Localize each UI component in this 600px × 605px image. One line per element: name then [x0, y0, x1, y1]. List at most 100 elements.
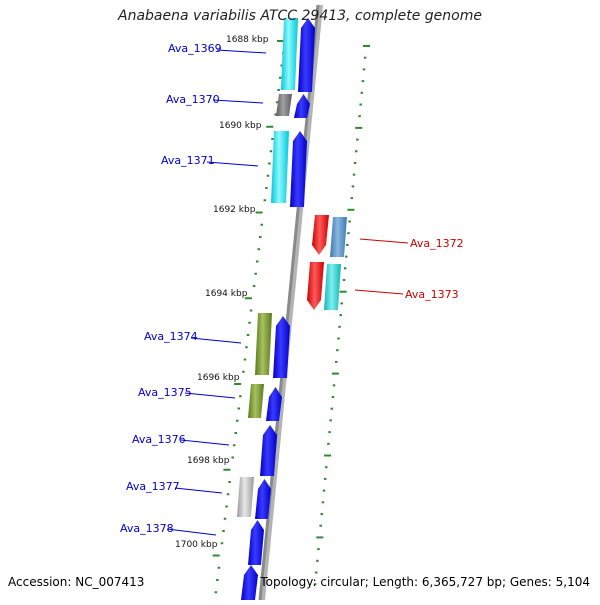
leader-line — [174, 487, 223, 494]
tick-mark — [242, 370, 245, 373]
tick-mark — [237, 407, 241, 410]
tick-mark — [359, 103, 362, 106]
tick-mark — [346, 243, 349, 246]
gene-ava-1377-arrow — [255, 479, 271, 519]
genome-title: Anabaena variabilis ATCC 29413, complete… — [118, 8, 482, 24]
accession-text: Accession: NC_007413 — [8, 575, 145, 589]
leader-line — [190, 337, 242, 344]
tick-mark — [223, 468, 231, 471]
tick-mark — [271, 138, 274, 140]
tick-mark — [212, 554, 220, 557]
tick-mark — [277, 89, 280, 91]
tick-mark — [231, 456, 234, 459]
tick-mark — [252, 285, 256, 287]
tick-mark — [254, 272, 257, 275]
gene-label-ava-1373[interactable]: Ava_1373 — [405, 288, 459, 301]
kbp-label: 1700 kbp — [175, 540, 218, 550]
tick-mark — [351, 185, 355, 188]
tick-mark — [245, 346, 248, 349]
tick-mark — [332, 384, 336, 387]
gene-ava-1375-arrow — [266, 387, 282, 421]
tick-mark — [277, 40, 284, 42]
gene-label-ava-1369[interactable]: Ava_1369 — [168, 42, 222, 55]
tick-mark — [228, 481, 231, 483]
leader-line — [359, 238, 409, 244]
tick-mark — [322, 489, 326, 492]
leader-line — [354, 289, 404, 295]
tick-mark — [266, 125, 274, 128]
gene-ava-1373-arrow — [307, 262, 324, 310]
tick-mark — [360, 91, 364, 94]
gene-ava-1377-cds — [237, 477, 254, 517]
tick-mark — [222, 530, 225, 532]
tick-mark — [348, 220, 351, 223]
tick-mark — [350, 197, 354, 200]
tick-mark — [353, 162, 357, 164]
gene-label-ava-1370[interactable]: Ava_1370 — [166, 93, 220, 106]
tick-mark — [244, 297, 252, 300]
tick-mark — [329, 419, 332, 422]
tick-mark — [331, 372, 339, 375]
gene-ava-1369-arrow — [298, 18, 315, 92]
tick-mark — [338, 325, 341, 328]
tick-mark — [327, 442, 330, 445]
gene-ava-1371-cds — [271, 131, 289, 203]
gene-label-ava-1375[interactable]: Ava_1375 — [138, 386, 192, 399]
tick-mark — [266, 174, 270, 177]
tick-mark — [260, 223, 264, 226]
tick-mark — [336, 349, 339, 352]
tick-mark — [246, 334, 250, 336]
gene-label-ava-1374[interactable]: Ava_1374 — [144, 330, 198, 343]
gene-ava-1376-arrow — [260, 425, 277, 476]
gene-ava-1370-arrow — [294, 94, 310, 118]
gene-ava-1372-arrow — [312, 215, 329, 255]
tick-mark — [232, 444, 236, 447]
tick-mark — [354, 150, 358, 153]
tick-mark — [324, 454, 332, 457]
leader-line — [212, 99, 264, 104]
tick-mark — [316, 559, 319, 562]
tick-mark — [317, 548, 320, 551]
gene-ava-1371-arrow — [290, 131, 307, 207]
tick-mark — [313, 583, 317, 586]
leader-line — [180, 439, 230, 446]
tick-mark — [265, 187, 268, 189]
gene-label-ava-1371[interactable]: Ava_1371 — [161, 154, 215, 167]
tick-mark — [344, 255, 348, 258]
genome-axis-shadow — [259, 4, 323, 601]
tick-mark — [248, 321, 251, 324]
tick-mark — [339, 290, 347, 293]
tick-mark — [334, 360, 338, 363]
tick-mark — [363, 56, 367, 59]
gene-label-ava-1376[interactable]: Ava_1376 — [132, 433, 186, 446]
tick-mark — [280, 64, 283, 67]
tick-mark — [343, 267, 347, 270]
tick-mark — [340, 302, 344, 305]
gene-ava-1373-cds — [324, 264, 341, 310]
gene-next-arrow — [241, 565, 258, 600]
gene-label-ava-1372[interactable]: Ava_1372 — [410, 237, 464, 250]
kbp-label: 1696 kbp — [197, 373, 240, 383]
gene-ava-1369-cds — [281, 18, 298, 90]
tick-mark — [330, 407, 334, 410]
tick-mark — [363, 45, 370, 47]
tick-mark — [358, 115, 361, 118]
kbp-label: 1698 kbp — [187, 456, 230, 466]
tick-mark — [339, 314, 342, 317]
tick-mark — [257, 248, 260, 251]
tick-mark — [217, 566, 221, 569]
tick-mark — [356, 138, 359, 141]
kbp-label: 1692 kbp — [213, 205, 256, 215]
tick-mark — [275, 101, 279, 104]
leader-line — [206, 161, 259, 167]
tick-mark — [337, 337, 340, 340]
tick-mark — [214, 591, 218, 594]
kbp-label: 1688 kbp — [226, 35, 269, 45]
tick-mark — [328, 431, 331, 434]
gene-label-ava-1378[interactable]: Ava_1378 — [120, 522, 174, 535]
tick-mark — [223, 517, 227, 520]
gene-ava-1374-arrow — [273, 316, 290, 378]
gene-label-ava-1377[interactable]: Ava_1377 — [126, 480, 180, 493]
tick-mark — [352, 173, 356, 176]
tick-mark — [274, 113, 277, 116]
